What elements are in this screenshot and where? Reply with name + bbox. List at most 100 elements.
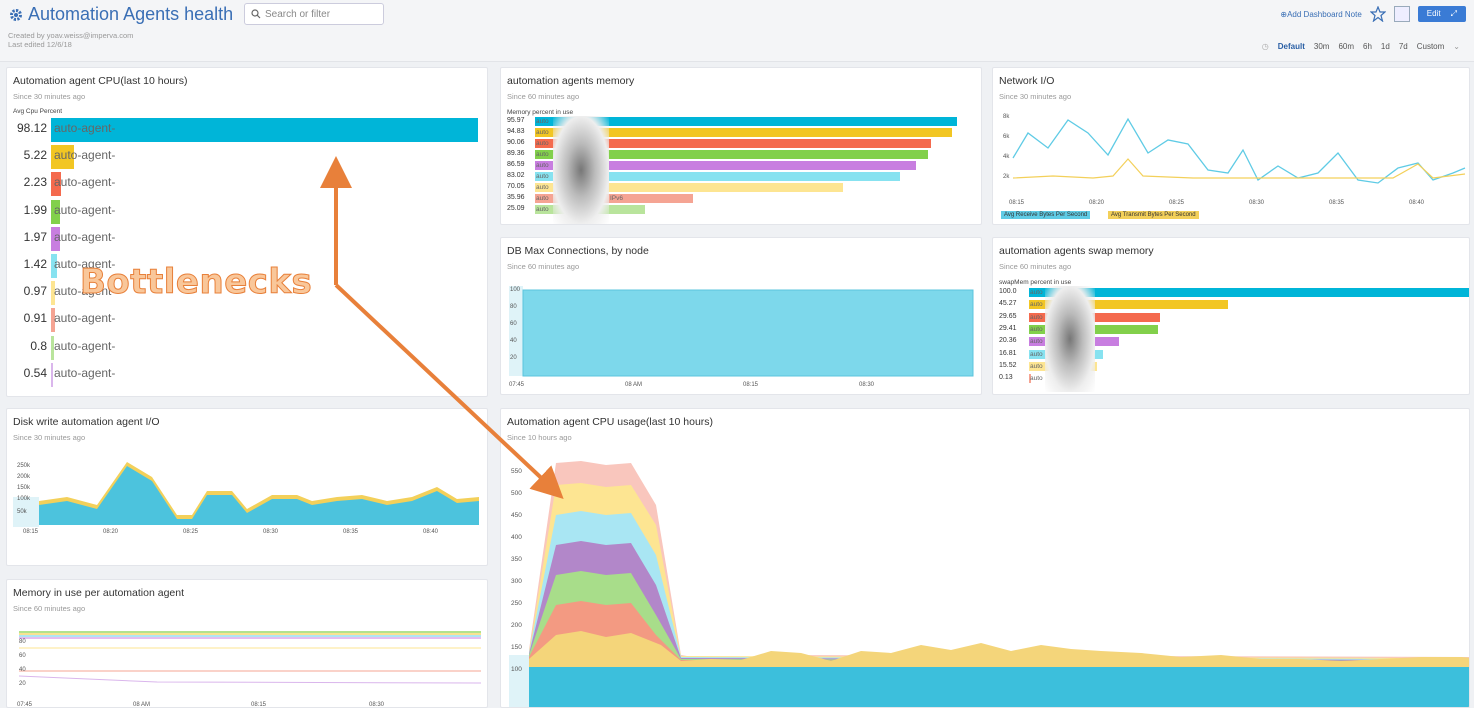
time-default[interactable]: Default <box>1277 42 1305 51</box>
toplist-row[interactable]: 2.23 auto-agent- <box>11 172 487 197</box>
row-label: auto-agent- <box>54 175 116 190</box>
x-tick: 08:30 <box>859 382 875 388</box>
row-bar <box>535 139 931 148</box>
time-selector: ◷ Default 30m 60m 6h 1d 7d Custom ⌄ <box>1262 42 1460 51</box>
panel-title: Network I/O <box>999 75 1055 87</box>
legend-receive[interactable]: Avg Receive Bytes Per Second <box>1001 211 1091 219</box>
toplist-row[interactable]: 83.02 auto <box>507 172 977 181</box>
toplist-row[interactable]: 98.12 auto-agent- <box>11 118 487 142</box>
toplist-row[interactable]: 35.96 auto IPv6 <box>507 194 977 203</box>
y-tick: 60 <box>19 653 26 659</box>
x-tick: 08:15 <box>23 529 39 535</box>
toplist-row[interactable]: 0.91 auto-agent- <box>11 308 487 333</box>
panel-subtitle: Since 60 minutes ago <box>507 262 580 271</box>
row-label: auto <box>1030 313 1043 321</box>
toplist-row[interactable]: 0.54 auto-agent- <box>11 362 487 387</box>
toplist-row[interactable]: 100.0 auto <box>999 288 1469 297</box>
search-placeholder: Search or filter <box>265 8 331 20</box>
time-custom[interactable]: Custom <box>1416 42 1445 51</box>
chart-gutter <box>13 497 39 527</box>
expand-icon: ⤢ <box>1450 9 1457 18</box>
y-tick: 50k <box>17 509 28 515</box>
cpu-toplist-panel[interactable]: Automation agent CPU(last 10 hours) Sinc… <box>6 67 488 397</box>
row-label: auto <box>536 151 549 158</box>
memory-toplist-panel[interactable]: automation agents memory Since 60 minute… <box>500 67 982 225</box>
toplist-row[interactable]: 5.22 auto-agent- <box>11 145 487 170</box>
toplist-row[interactable]: 94.83 auto <box>507 128 977 137</box>
x-tick: 07:45 <box>17 702 33 708</box>
toplist-row[interactable]: 70.05 auto <box>507 183 977 192</box>
row-label: auto <box>1030 325 1043 333</box>
cpu-usage-panel[interactable]: Automation agent CPU usage(last 10 hours… <box>500 408 1470 708</box>
toplist-row[interactable]: 1.97 auto-agent- <box>11 226 487 251</box>
row-value: 83.02 <box>507 172 525 179</box>
y-tick: 80 <box>19 639 26 645</box>
row-bar <box>1029 374 1031 384</box>
toplist-row[interactable]: 89.36 auto <box>507 150 977 159</box>
chevron-down-icon[interactable]: ⌄ <box>1453 42 1460 51</box>
row-bar <box>51 335 55 360</box>
panel-title: automation agents memory <box>507 75 635 87</box>
row-value: 0.97 <box>23 284 47 299</box>
y-tick: 250k <box>17 463 31 469</box>
bottlenecks-annotation: Bottlenecks <box>79 262 313 303</box>
time-7d[interactable]: 7d <box>1398 42 1408 51</box>
y-tick: 350 <box>511 556 522 563</box>
row-label: auto-agent- <box>54 311 116 326</box>
panel-subtitle: Since 60 minutes ago <box>13 604 86 613</box>
network-io-panel[interactable]: Network I/O Since 30 minutes ago 8k 6k 4… <box>992 67 1470 225</box>
toplist-row[interactable]: 45.27 auto <box>999 300 1469 310</box>
panel-title: DB Max Connections, by node <box>507 245 649 257</box>
row-bar <box>535 172 901 181</box>
toplist-row[interactable]: 86.59 auto <box>507 161 977 170</box>
y-tick: 4k <box>1003 154 1010 160</box>
network-io-chart: 8k 6k 4k 2k 08:15 08:20 08:25 08:30 08:3… <box>1003 114 1466 206</box>
row-value: 0.91 <box>23 311 47 326</box>
toplist-row[interactable]: 1.99 auto-agent- <box>11 199 487 224</box>
dashboard-title[interactable]: Automation Agents health <box>8 4 233 25</box>
series-line <box>18 675 482 684</box>
panel-title: Disk write automation agent I/O <box>13 416 160 428</box>
x-tick: 08 AM <box>133 702 150 708</box>
toplist-row[interactable]: 1.42 auto-agent- <box>11 254 487 278</box>
row-value: 25.09 <box>507 205 525 212</box>
toplist-row[interactable]: 90.06 auto <box>507 139 977 148</box>
row-label: auto-agent- <box>54 284 116 299</box>
time-60m[interactable]: 60m <box>1338 42 1355 51</box>
time-1d[interactable]: 1d <box>1380 42 1390 51</box>
swap-toplist-panel[interactable]: automation agents swap memory Since 60 m… <box>992 237 1470 395</box>
metric-label: swapMem percent in use <box>999 279 1072 286</box>
created-by: Created by yoav.weiss@imperva.com <box>8 31 134 40</box>
edit-button[interactable]: Edit ⤢ <box>1417 6 1466 22</box>
x-tick: 08 AM <box>625 382 642 388</box>
memory-in-use-chart: 80 60 40 20 07:45 08 AM 08:15 08:30 <box>17 631 482 708</box>
panel-title: automation agents swap memory <box>999 245 1154 257</box>
row-label: auto <box>1030 362 1043 370</box>
row-label: auto <box>1030 289 1043 296</box>
memory-in-use-panel[interactable]: Memory in use per automation agent Since… <box>6 579 488 708</box>
row-value: 100.0 <box>999 288 1017 295</box>
legend-transmit[interactable]: Avg Transmit Bytes Per Second <box>1108 211 1199 219</box>
search-input[interactable]: Search or filter <box>244 3 384 25</box>
x-tick: 08:25 <box>183 529 199 535</box>
time-6h[interactable]: 6h <box>1363 42 1372 51</box>
time-30m[interactable]: 30m <box>1313 42 1330 51</box>
redacted-blur <box>553 116 609 224</box>
y-tick: 400 <box>511 534 522 541</box>
toplist-row[interactable]: 0.8 auto-agent- <box>11 335 487 360</box>
add-note-button[interactable]: ⊕Add Dashboard Note <box>1280 9 1362 19</box>
y-tick: 2k <box>1003 174 1010 180</box>
toplist-row[interactable]: 0.97 auto-agent- <box>11 281 487 306</box>
row-label: auto <box>536 118 549 125</box>
row-value: 29.65 <box>999 312 1017 320</box>
toplist-row[interactable]: 95.97 auto <box>507 117 977 126</box>
y-tick: 40 <box>510 338 517 344</box>
star-icon[interactable] <box>1369 6 1386 22</box>
gear-icon <box>10 8 22 21</box>
row-value: 1.42 <box>23 257 47 271</box>
db-connections-panel[interactable]: DB Max Connections, by node Since 60 min… <box>500 237 982 395</box>
disk-write-panel[interactable]: Disk write automation agent I/O Since 30… <box>6 408 488 566</box>
toplist-row[interactable]: 0.13 auto <box>999 374 1469 384</box>
panel-title: Automation agent CPU usage(last 10 hours… <box>507 416 714 428</box>
tv-mode-icon[interactable] <box>1393 6 1410 22</box>
